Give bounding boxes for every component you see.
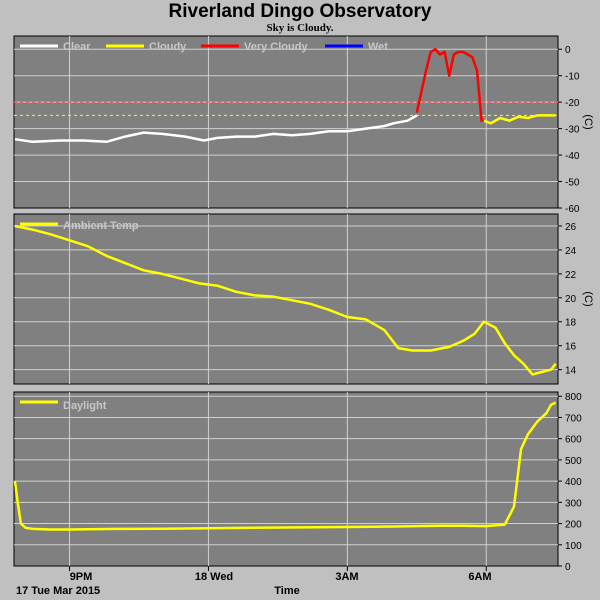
y-tick-label: 16	[565, 342, 577, 353]
series-line	[13, 401, 557, 531]
y-tick-label: 18	[565, 318, 577, 329]
legend-label-cloudy: Cloudy	[149, 41, 187, 53]
series-line	[415, 47, 484, 122]
series-line	[483, 114, 556, 125]
y-tick-label: 100	[565, 541, 582, 552]
series-line	[14, 224, 557, 376]
x-tick-label: 9PM	[70, 571, 93, 583]
x-tick-label: 6AM	[468, 571, 491, 583]
legend-label-daylight: Daylight	[63, 400, 107, 412]
y-tick-label: 400	[565, 477, 582, 488]
y-tick-label: 800	[565, 392, 582, 403]
y-tick-label: -60	[565, 204, 580, 215]
y-tick-label: 0	[565, 45, 571, 56]
legend-label-very-cloudy: Very Cloudy	[244, 41, 308, 53]
y-tick-label: -20	[565, 98, 580, 109]
y-tick-label: 14	[565, 366, 577, 377]
ambient-unit-label: (C)	[582, 291, 594, 306]
y-tick-label: 500	[565, 456, 582, 467]
y-tick-label: 24	[565, 246, 577, 257]
legend-label-clear: Clear	[63, 41, 91, 53]
y-tick-label: -40	[565, 151, 580, 162]
x-tick-label: 18 Wed	[195, 571, 233, 583]
legend-label-wet: Wet	[368, 41, 388, 53]
sky-panel-bg	[13, 35, 559, 209]
y-tick-label: 300	[565, 498, 582, 509]
y-tick-label: -30	[565, 125, 580, 136]
y-tick-label: -10	[565, 72, 580, 83]
chart-title: Riverland Dingo Observatory	[168, 1, 432, 22]
y-tick-label: 700	[565, 413, 582, 424]
y-tick-label: -50	[565, 178, 580, 189]
x-tick-label: 3AM	[335, 571, 358, 583]
date-label: 17 Tue Mar 2015	[16, 585, 100, 597]
sky-status-text: Sky is Cloudy.	[266, 22, 334, 34]
x-axis-label: Time	[274, 585, 299, 597]
y-tick-label: 200	[565, 520, 582, 531]
y-tick-label: 20	[565, 294, 577, 305]
y-tick-label: 0	[565, 562, 571, 573]
daylight-panel-bg	[13, 391, 559, 567]
sky-unit-label: (C)	[582, 114, 594, 129]
legend-label-ambient: Ambient Temp	[63, 220, 139, 232]
y-tick-label: 26	[565, 222, 577, 233]
y-tick-label: 22	[565, 270, 577, 281]
series-line	[14, 114, 418, 144]
y-tick-label: 600	[565, 435, 582, 446]
